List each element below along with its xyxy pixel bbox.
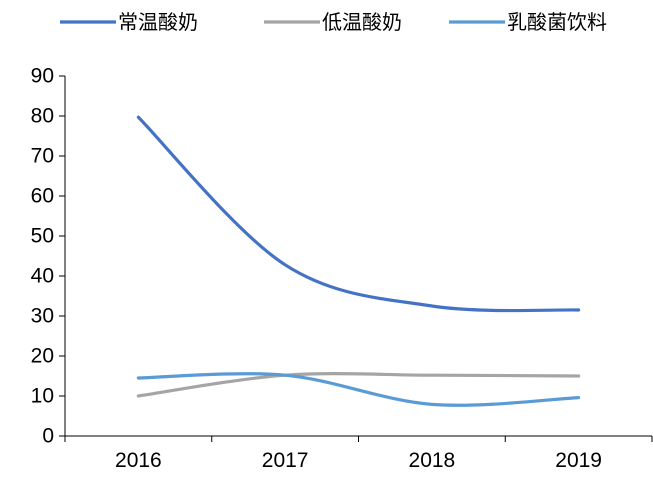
legend-label: 乳酸菌饮料 — [507, 10, 607, 34]
y-tick-label: 20 — [31, 345, 54, 368]
x-tick-label: 2019 — [555, 449, 602, 472]
series-line-1 — [136, 372, 581, 398]
y-tick-label: 10 — [31, 385, 54, 408]
y-tick-label: 40 — [31, 265, 54, 288]
series-layer — [136, 115, 581, 407]
x-tick-label: 2017 — [262, 449, 309, 472]
x-axis: 2016 2017 2018 2019 — [64, 435, 653, 472]
legend-item-1: 低温酸奶 — [264, 10, 402, 34]
series-line-0 — [136, 115, 581, 313]
x-tick-label: 2018 — [409, 449, 456, 472]
y-tick-label: 0 — [42, 425, 54, 448]
y-tick-label: 90 — [31, 65, 54, 88]
legend-item-2: 乳酸菌饮料 — [449, 10, 607, 34]
legend-label: 常温酸奶 — [118, 10, 198, 34]
legend-label: 低温酸奶 — [322, 10, 402, 34]
series-line-2 — [136, 372, 581, 407]
y-tick-label: 80 — [31, 105, 54, 128]
legend: 常温酸奶 低温酸奶 乳酸菌饮料 — [60, 10, 607, 34]
y-tick-label: 30 — [31, 305, 54, 328]
x-tick-label: 2016 — [115, 449, 162, 472]
y-tick-label: 60 — [31, 185, 54, 208]
y-axis: 0 10 20 30 40 50 60 70 80 90 — [31, 65, 66, 448]
legend-item-0: 常温酸奶 — [60, 10, 198, 34]
y-tick-label: 70 — [31, 145, 54, 168]
y-tick-label: 50 — [31, 225, 54, 248]
